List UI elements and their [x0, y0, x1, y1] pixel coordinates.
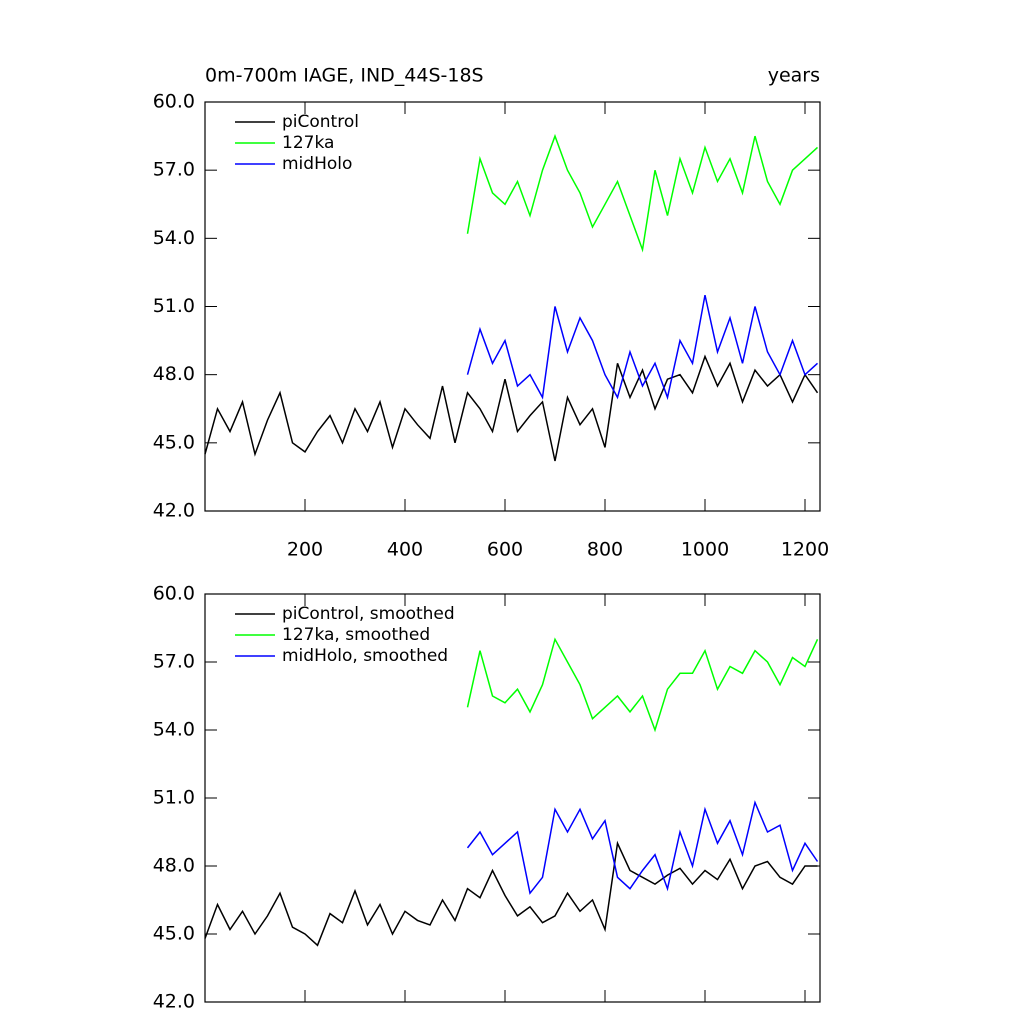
- series-line: [204, 354, 819, 462]
- y-tick-label: 54.0: [153, 719, 195, 741]
- series-line: [466, 800, 819, 895]
- series-line: [466, 294, 819, 401]
- y-tick-label: 60.0: [153, 91, 195, 113]
- chart-title: 0m-700m IAGE, IND_44S-18S: [205, 65, 484, 87]
- y-tick-label: 48.0: [153, 855, 195, 877]
- y-tick-label: 42.0: [153, 500, 195, 522]
- y-tick-label: 42.0: [153, 991, 195, 1013]
- series-line: [466, 133, 819, 253]
- legend-label: 127ka: [282, 133, 334, 153]
- legend-label: 127ka, smoothed: [282, 625, 430, 645]
- legend-label: piControl, smoothed: [282, 604, 455, 624]
- y-tick-label: 45.0: [153, 923, 195, 945]
- y-tick-label: 48.0: [153, 363, 195, 385]
- y-tick-label: 51.0: [153, 295, 195, 317]
- legend-label: midHolo, smoothed: [282, 646, 448, 666]
- legend-label: midHolo: [282, 154, 352, 174]
- x-tick-label: 400: [387, 539, 423, 561]
- y-tick-label: 60.0: [153, 583, 195, 605]
- legend-label: piControl: [282, 112, 359, 132]
- y-tick-label: 51.0: [153, 787, 195, 809]
- x-tick-label: 1200: [781, 539, 829, 561]
- y-tick-label: 57.0: [153, 651, 195, 673]
- series-line: [466, 637, 819, 733]
- x-tick-label: 800: [587, 539, 623, 561]
- units-label: years: [768, 65, 820, 87]
- x-tick-label: 1000: [681, 539, 729, 561]
- y-tick-label: 54.0: [153, 227, 195, 249]
- y-tick-label: 57.0: [153, 159, 195, 181]
- y-tick-label: 45.0: [153, 431, 195, 453]
- series-line: [204, 840, 818, 947]
- x-tick-label: 200: [287, 539, 323, 561]
- x-tick-label: 600: [487, 539, 523, 561]
